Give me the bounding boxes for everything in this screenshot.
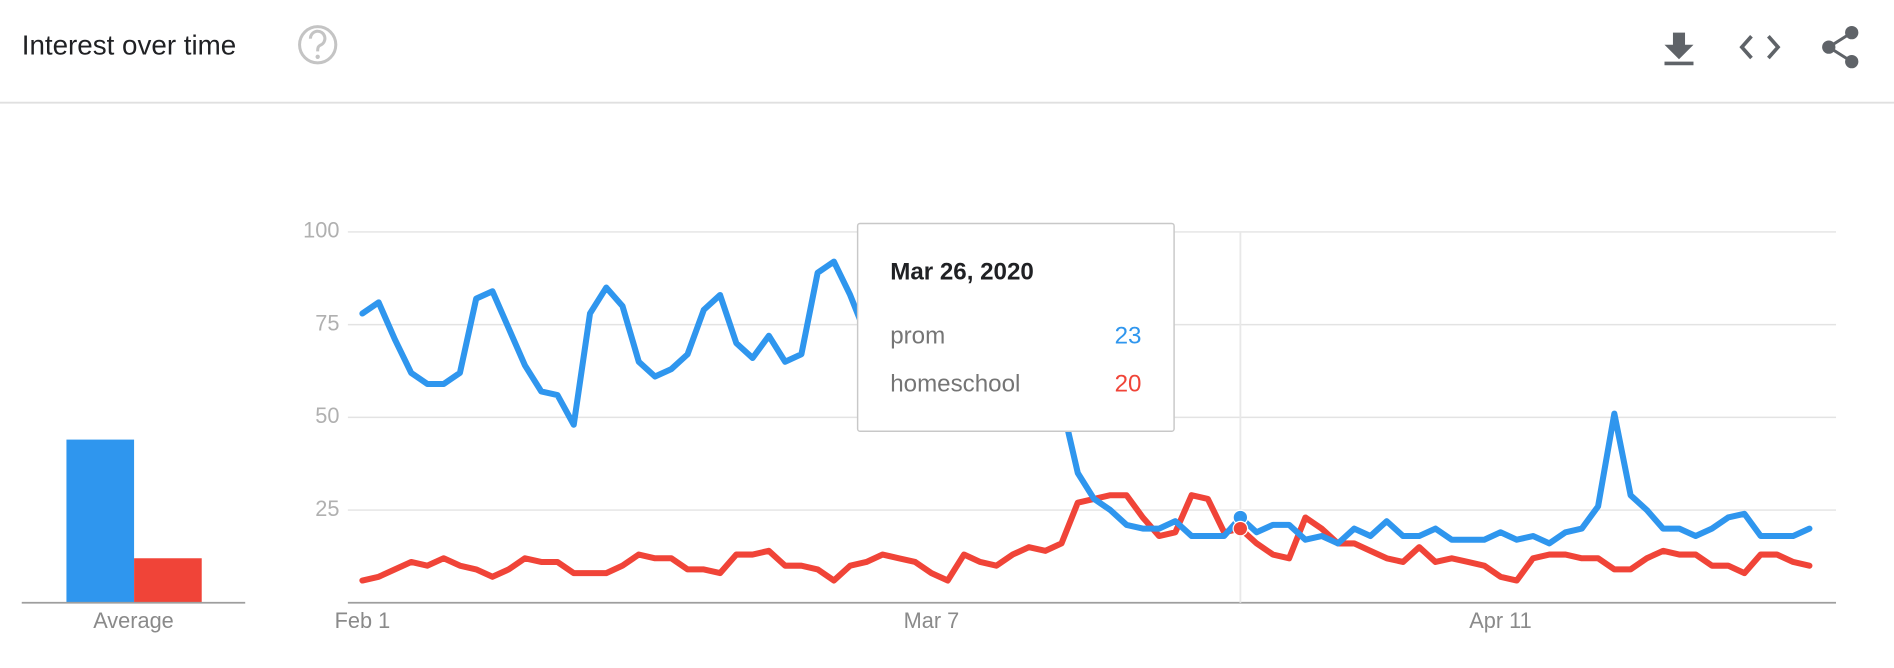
average-label: Average — [93, 608, 174, 633]
tooltip-box — [856, 222, 1175, 432]
hover-dot — [1232, 520, 1249, 537]
y-tick-label: 100 — [303, 218, 339, 243]
tooltip-date: Mar 26, 2020 — [890, 258, 1034, 285]
y-tick-label: 75 — [315, 310, 339, 335]
help-icon[interactable] — [298, 25, 338, 65]
y-tick-label: 25 — [315, 496, 339, 521]
tooltip: Mar 26, 2020 prom 23 homeschool 20 — [856, 222, 1175, 432]
x-tick-label: Apr 11 — [1469, 608, 1531, 633]
share-icon[interactable] — [1822, 25, 1859, 69]
y-tick-label: 50 — [315, 403, 339, 428]
x-tick-label: Mar 7 — [904, 608, 960, 633]
average-bar — [134, 558, 202, 603]
plot: 25 50 75 100 Feb 1 Mar 7 Apr 11 Average Mar 26, … — [21, 218, 1837, 633]
series-line — [359, 492, 1813, 584]
series-line — [359, 232, 1813, 547]
download-icon[interactable] — [1664, 32, 1694, 66]
tooltip-series-name: prom — [890, 322, 945, 349]
tooltip-series-name: homeschool — [890, 371, 1020, 398]
tooltip-value: 20 — [1115, 371, 1142, 398]
x-tick-label: Feb 1 — [335, 608, 391, 633]
widget-title: Interest over time — [22, 29, 237, 60]
tooltip-value: 23 — [1115, 322, 1142, 349]
average-bar — [66, 439, 135, 603]
embed-icon[interactable] — [1739, 35, 1781, 60]
